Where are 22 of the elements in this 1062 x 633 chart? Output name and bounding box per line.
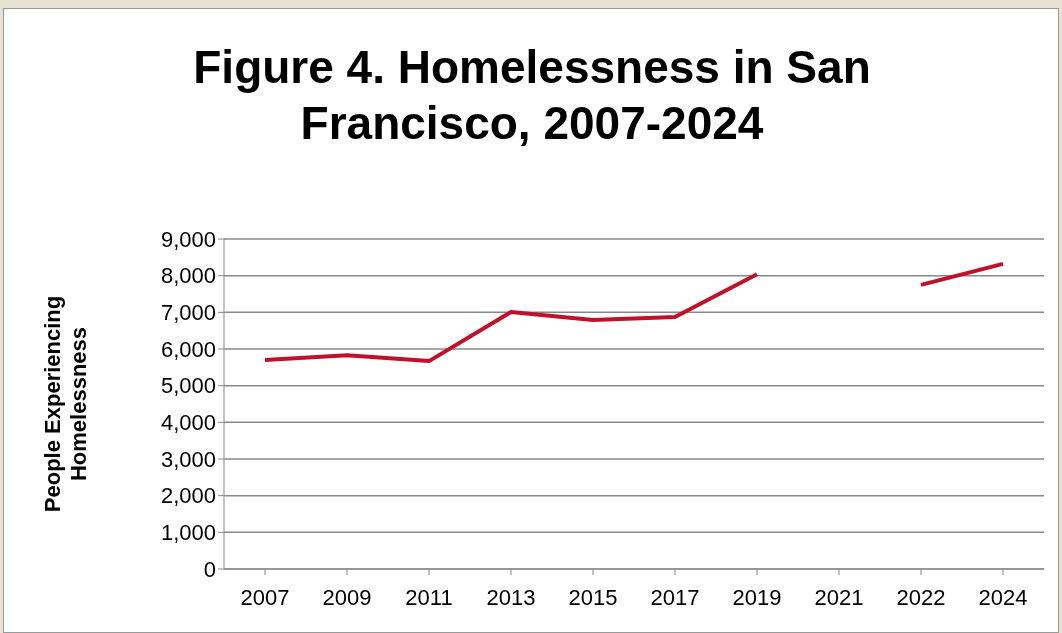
y-tick-label: 5,000: [160, 373, 216, 399]
x-tick-label: 2024: [978, 584, 1028, 610]
y-tick-label: 3,000: [160, 446, 216, 472]
x-tick-label: 2017: [650, 584, 700, 610]
x-tick-label: 2011: [405, 584, 453, 610]
x-tick-label: 2021: [814, 584, 864, 610]
y-axis-title: People Experiencing Homelessness: [40, 295, 91, 513]
y-tick-label: 0: [203, 556, 216, 582]
x-tick-label: 2022: [896, 584, 946, 610]
y-tick-label: 9,000: [160, 226, 216, 252]
y-tick-label: 4,000: [160, 410, 216, 436]
x-tick-label: 2015: [568, 584, 618, 610]
chart-title: Figure 4. Homelessness in San Francisco, 2007-2024: [192, 40, 872, 151]
x-tick-label: 2019: [732, 584, 782, 610]
y-tick-label: 7,000: [160, 300, 216, 326]
x-tick-label: 2009: [322, 584, 372, 610]
y-tick-label: 1,000: [160, 520, 216, 546]
y-tick-label: 2,000: [160, 483, 216, 509]
x-tick-label: 2007: [240, 584, 290, 610]
y-tick-label: 8,000: [160, 263, 216, 289]
y-tick-label: 6,000: [160, 336, 216, 362]
x-tick-label: 2013: [486, 584, 536, 610]
